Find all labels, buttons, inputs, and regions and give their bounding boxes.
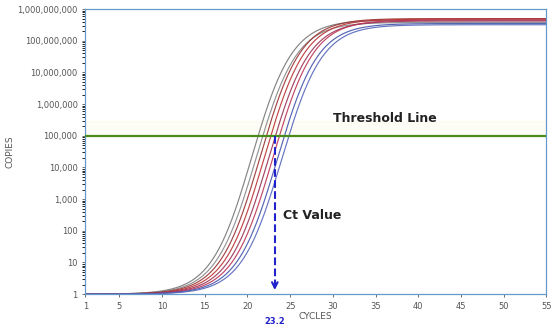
Bar [85,121,546,136]
Text: Ct Value: Ct Value [284,209,341,222]
Y-axis label: COPIES: COPIES [6,135,14,168]
Text: 23.2: 23.2 [265,317,285,326]
Text: Threshold Line: Threshold Line [333,112,437,125]
X-axis label: CYCLES: CYCLES [299,312,333,321]
